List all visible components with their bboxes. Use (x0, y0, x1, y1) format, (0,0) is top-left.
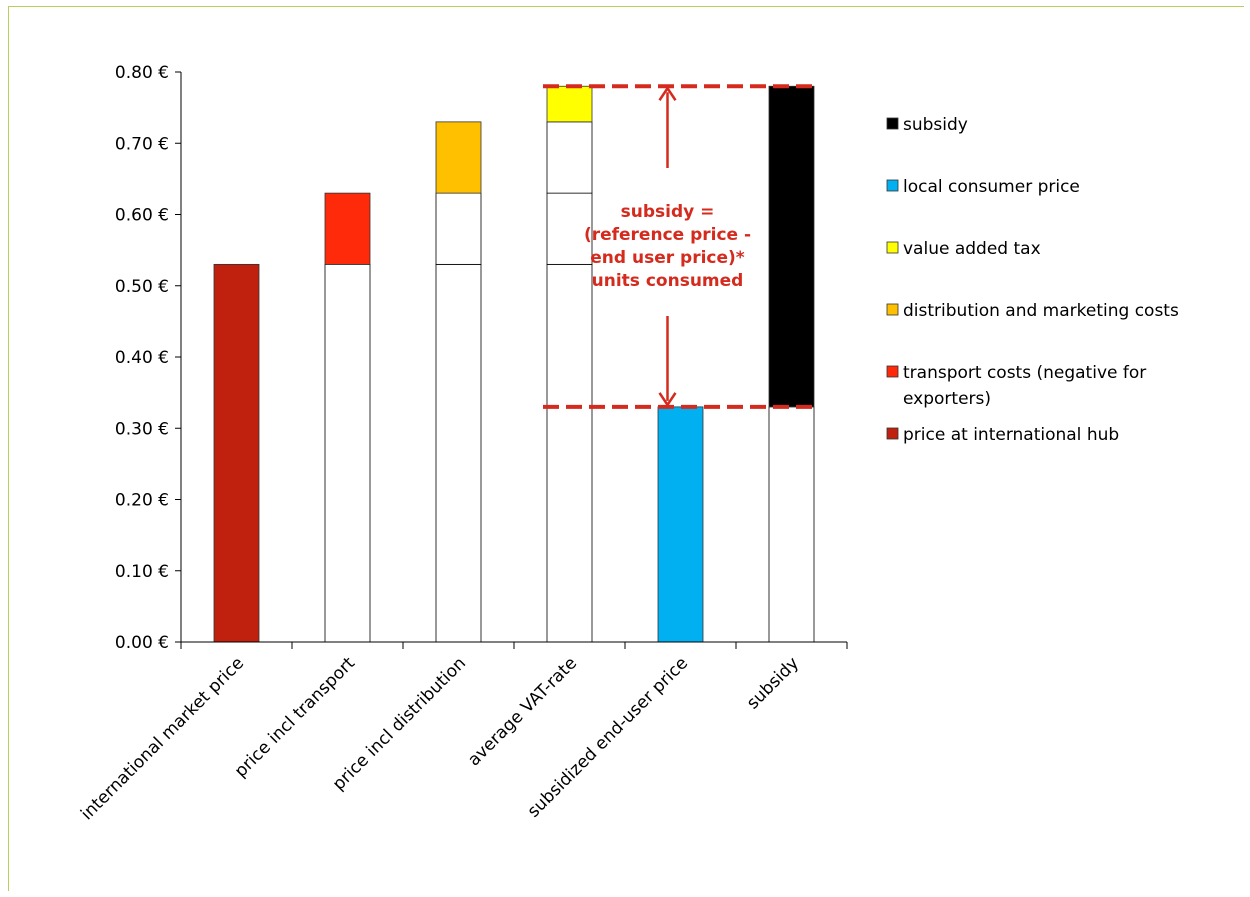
subsidy-annotation: subsidy = (reference price - end user pric… (543, 84, 818, 409)
y-tick-label-7: 0.70 € (115, 134, 169, 154)
legend: subsidy local consumer price value added t… (886, 115, 1179, 445)
annotation-text-line-3: units consumed (592, 271, 744, 291)
bar-2-2 (435, 121, 482, 194)
bar-5-5 (768, 85, 815, 408)
bar-1-1 (324, 192, 371, 265)
bar-3-3 (546, 85, 593, 123)
y-tick-label-8: 0.80 € (115, 63, 169, 83)
legend-label-0: subsidy (903, 115, 968, 135)
legend-label-4: transport costs (negative for (903, 363, 1146, 383)
x-tick-label-0: international market price (77, 653, 248, 824)
y-tick-label-6: 0.60 € (115, 206, 169, 226)
annotation-text-line-2: end user price)* (590, 248, 745, 268)
legend-swatch-3 (886, 303, 899, 316)
legend-label-4-line2: exporters) (903, 389, 991, 409)
legend-swatch-4 (886, 365, 899, 378)
annotation-text-line-0: subsidy = (621, 202, 715, 222)
y-tick-label-0: 0.00 € (115, 633, 169, 653)
y-tick-label-4: 0.40 € (115, 348, 169, 368)
y-tick-label-1: 0.10 € (115, 562, 169, 582)
legend-swatch-5 (886, 427, 899, 440)
legend-label-3: distribution and marketing costs (903, 301, 1179, 321)
base-segment-3-2 (546, 121, 593, 194)
base-segment-2-0 (435, 263, 482, 643)
base-segment-5-0 (768, 406, 815, 643)
x-tick-label-3: average VAT-rate (464, 653, 581, 770)
y-tick-label-3: 0.30 € (115, 419, 169, 439)
legend-label-1: local consumer price (903, 177, 1080, 197)
y-tick-label-5: 0.50 € (115, 277, 169, 297)
bars-group (213, 85, 815, 643)
legend-label-5: price at international hub (903, 425, 1119, 445)
base-segment-2-1 (435, 192, 482, 265)
x-tick-label-5: subsidy (743, 653, 803, 713)
legend-swatch-2 (886, 241, 899, 254)
legend-label-2: value added tax (903, 239, 1041, 259)
x-tick-label-1: price incl transport (231, 653, 359, 781)
chart-frame (8, 6, 1244, 891)
bar-0-0 (213, 263, 260, 643)
legend-swatch-0 (886, 117, 899, 130)
legend-swatch-1 (886, 179, 899, 192)
annotation-text-line-1: (reference price - (584, 225, 751, 245)
base-segment-3-0 (546, 263, 593, 643)
bar-4-4 (657, 406, 704, 643)
y-tick-label-2: 0.20 € (115, 491, 169, 511)
base-segment-1-0 (324, 263, 371, 643)
up-arrow-head (658, 85, 677, 101)
down-arrow-head (658, 392, 677, 408)
